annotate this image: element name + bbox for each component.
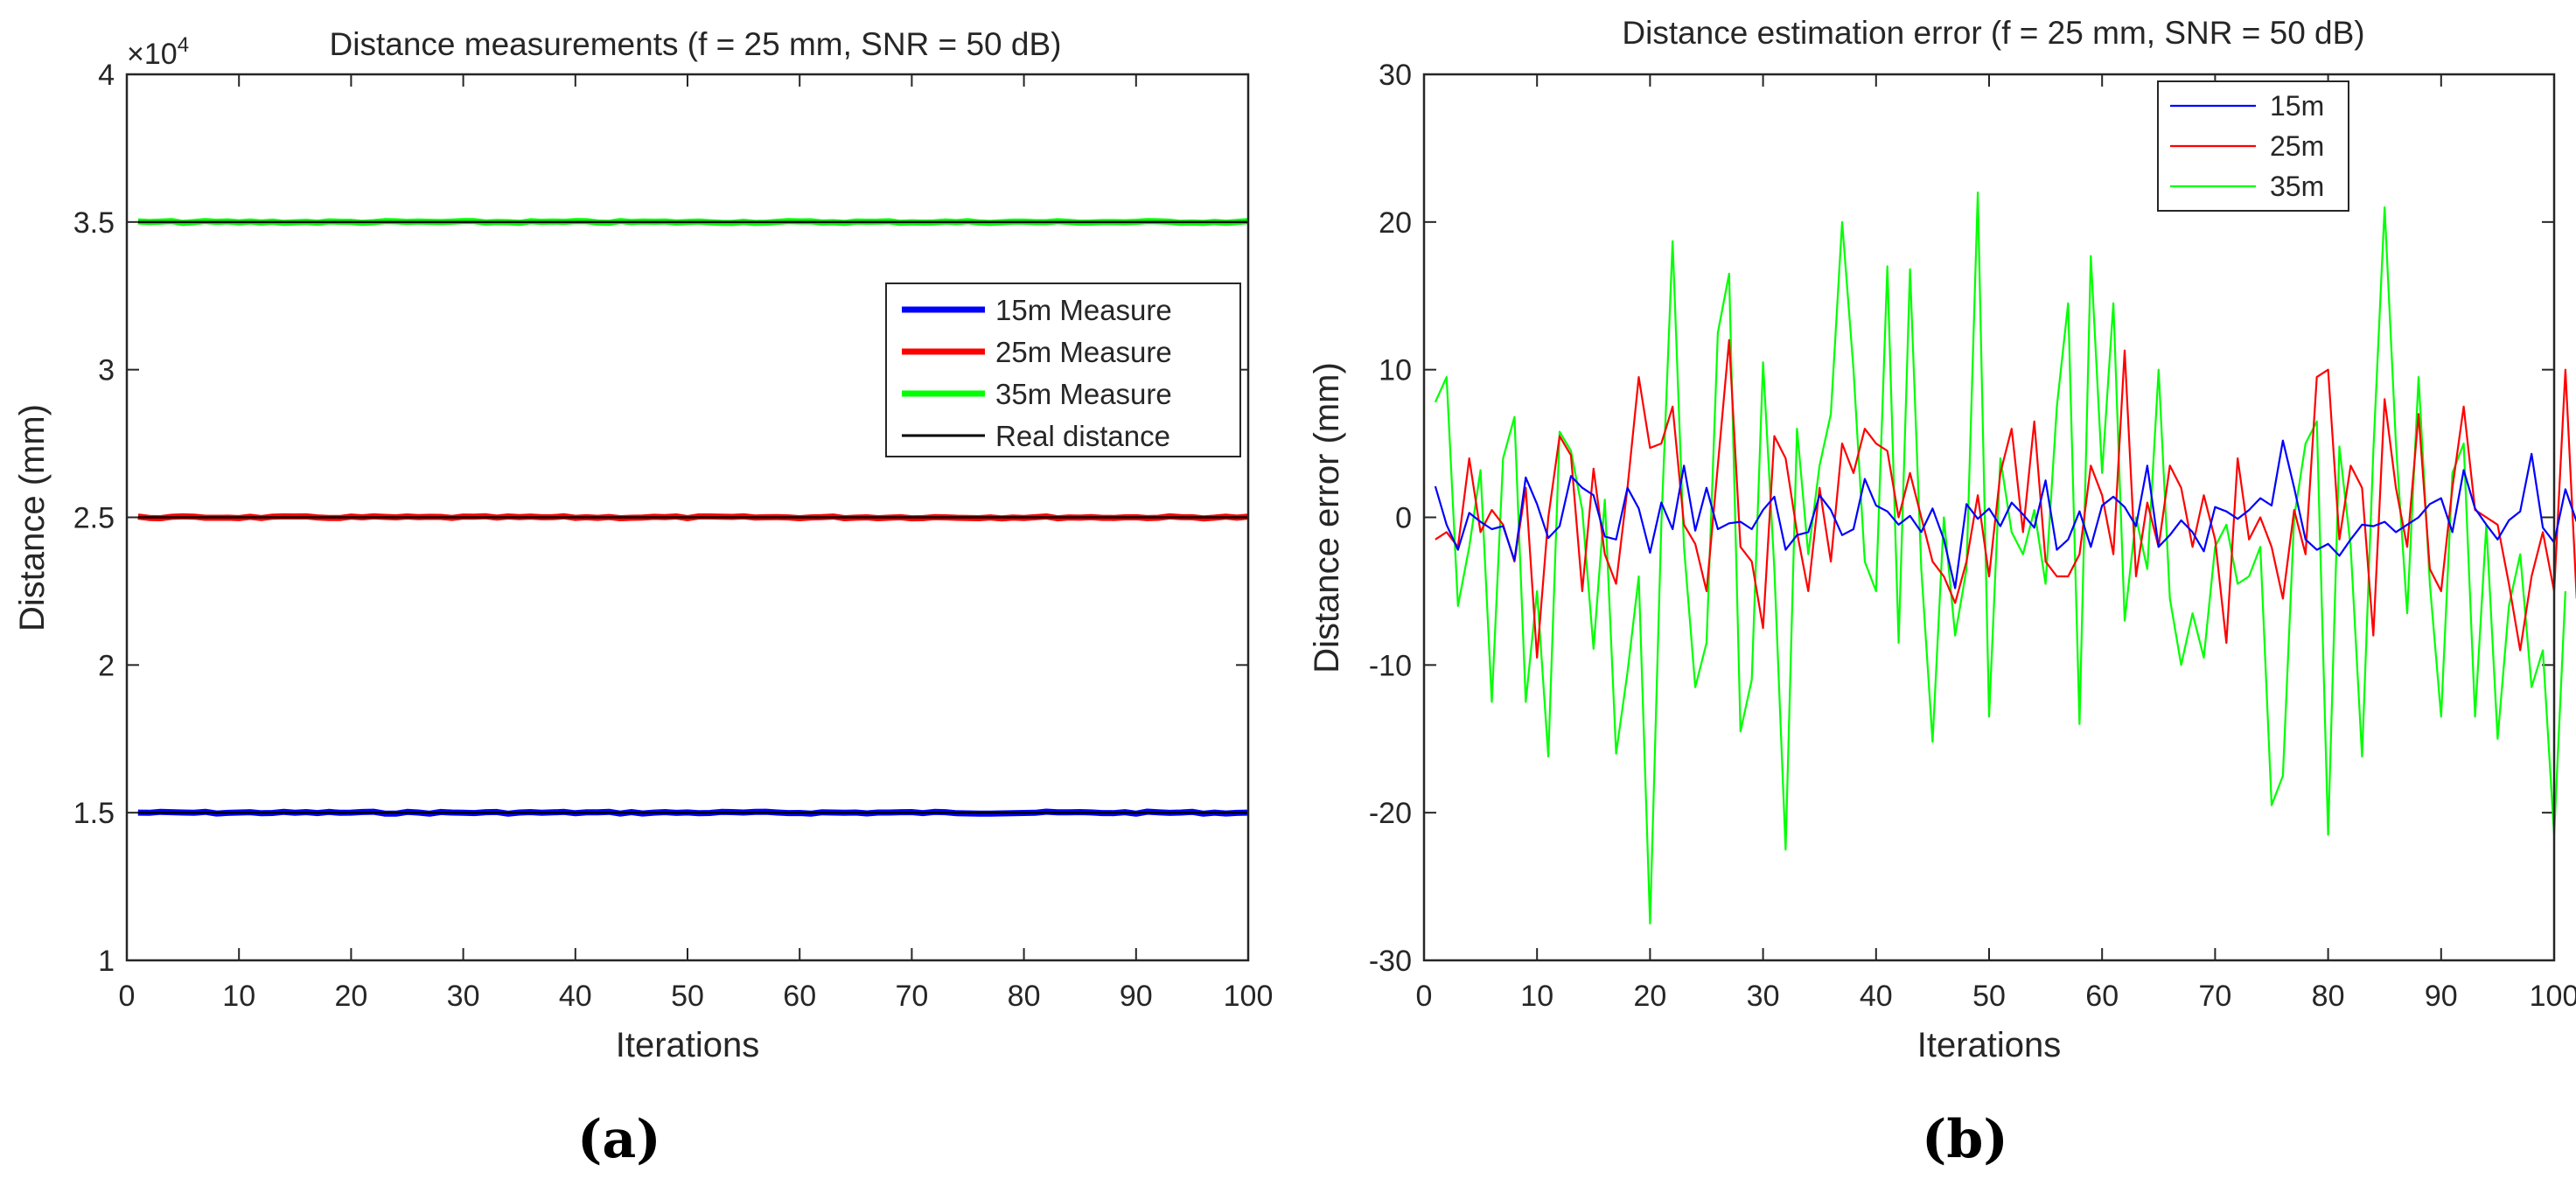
x-tick-label: 100 (2530, 980, 2576, 1013)
y-tick-label: 2 (98, 649, 115, 682)
panel-b: 0 10 20 30 40 50 60 70 80 90 100 -30 -20 -10 0 10 20 30 Di… (1295, 0, 2576, 1193)
y-tick-label: 1.5 (73, 797, 115, 830)
legend-label: 15m (2270, 90, 2324, 122)
chart-title: Distance measurements (f = 25 mm, SNR = … (330, 26, 1062, 62)
legend-label: Real distance (995, 420, 1170, 452)
chart-b-svg: 0 10 20 30 40 50 60 70 80 90 100 -30 -20 -10 0 10 20 30 Di… (1308, 15, 2576, 1064)
x-tick-label: 90 (1120, 980, 1153, 1013)
x-tick-label: 100 (1224, 980, 1274, 1013)
chart-a-svg: 0 10 20 30 40 50 60 70 80 90 100 1 1.5 2 2.5 3 3.5 4 ×104 D… (13, 26, 1274, 1064)
x-axis-label: Iterations (1917, 1026, 2062, 1064)
chart-title: Distance estimation error (f = 25 mm, SN… (1622, 15, 2364, 51)
legend-label: 35m (2270, 171, 2324, 202)
x-tick-label: 70 (895, 980, 928, 1013)
x-tick-label: 0 (1416, 980, 1433, 1013)
y-tick-label: 30 (1379, 59, 1412, 92)
x-tick-label: 70 (2198, 980, 2231, 1013)
y-tick-label: -10 (1369, 649, 1412, 682)
series-line-35m (1434, 192, 2566, 924)
legend-label: 25m Measure (995, 336, 1172, 368)
x-tick-label: 80 (1008, 980, 1041, 1013)
x-tick-label: 40 (559, 980, 592, 1013)
y-exponent-label: ×104 (127, 33, 189, 71)
x-tick-label: 10 (1520, 980, 1553, 1013)
x-tick-label: 20 (334, 980, 367, 1013)
panel-a: 0 10 20 30 40 50 60 70 80 90 100 1 1.5 2 2.5 3 3.5 4 ×104 D… (13, 26, 1274, 1170)
x-tick-label: 40 (1860, 980, 1893, 1013)
x-tick-label: 20 (1633, 980, 1666, 1013)
x-tick-label: 10 (222, 980, 255, 1013)
y-tick-label: 20 (1379, 206, 1412, 240)
x-tick-label: 30 (447, 980, 480, 1013)
x-tick-label: 80 (2312, 980, 2345, 1013)
y-tick-label: 0 (1395, 502, 1412, 535)
x-tick-label: 50 (671, 980, 704, 1013)
x-tick-label: 60 (2085, 980, 2119, 1013)
y-axis-label: Distance error (mm) (1308, 362, 1346, 673)
y-tick-label: 10 (1379, 354, 1412, 387)
legend-label: 25m (2270, 130, 2324, 162)
axes-frame (125, 73, 1250, 962)
legend-label: 35m Measure (995, 378, 1172, 410)
panel-b-label: (b) (1922, 1109, 2008, 1170)
series-line-25m (1435, 338, 2576, 659)
legend-label: 15m Measure (995, 294, 1172, 326)
y-tick-label: 3.5 (73, 206, 115, 240)
y-tick-label: 3 (98, 354, 115, 387)
x-tick-label: 30 (1747, 980, 1780, 1013)
y-axis-label: Distance (mm) (13, 404, 52, 631)
x-axis-label: Iterations (616, 1026, 760, 1064)
plot-area (1424, 74, 2554, 960)
y-tick-label: 2.5 (73, 502, 115, 535)
x-tick-label: 60 (783, 980, 816, 1013)
y-tick-label: 1 (98, 945, 115, 978)
x-tick-label: 50 (1972, 980, 2006, 1013)
axes-frame (1422, 73, 2556, 962)
panel-a-label: (a) (577, 1109, 661, 1170)
x-tick-label: 0 (119, 980, 136, 1013)
y-tick-label: -30 (1369, 945, 1412, 978)
y-tick-label: -20 (1369, 797, 1412, 830)
x-tick-label: 90 (2425, 980, 2458, 1013)
series-line-15m (1434, 439, 2576, 590)
y-tick-label: 4 (98, 59, 115, 92)
